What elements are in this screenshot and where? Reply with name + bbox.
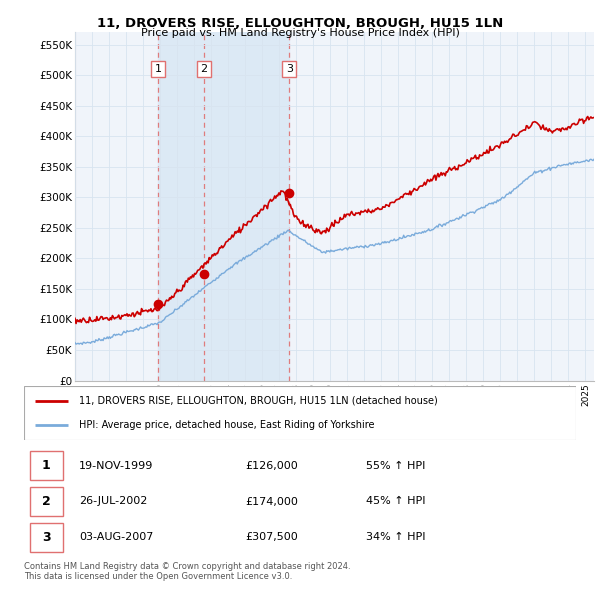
Text: Contains HM Land Registry data © Crown copyright and database right 2024.: Contains HM Land Registry data © Crown c… bbox=[24, 562, 350, 571]
Text: 2: 2 bbox=[200, 64, 207, 74]
Text: £174,000: £174,000 bbox=[245, 497, 298, 506]
Text: 1: 1 bbox=[155, 64, 161, 74]
Text: 3: 3 bbox=[42, 531, 50, 544]
Text: 2: 2 bbox=[42, 495, 50, 508]
FancyBboxPatch shape bbox=[29, 523, 62, 552]
Text: 11, DROVERS RISE, ELLOUGHTON, BROUGH, HU15 1LN (detached house): 11, DROVERS RISE, ELLOUGHTON, BROUGH, HU… bbox=[79, 396, 438, 406]
Text: 03-AUG-2007: 03-AUG-2007 bbox=[79, 532, 154, 542]
Text: £307,500: £307,500 bbox=[245, 532, 298, 542]
Text: 45% ↑ HPI: 45% ↑ HPI bbox=[366, 497, 426, 506]
FancyBboxPatch shape bbox=[29, 451, 62, 480]
Text: HPI: Average price, detached house, East Riding of Yorkshire: HPI: Average price, detached house, East… bbox=[79, 420, 374, 430]
Text: Price paid vs. HM Land Registry's House Price Index (HPI): Price paid vs. HM Land Registry's House … bbox=[140, 28, 460, 38]
Text: 11, DROVERS RISE, ELLOUGHTON, BROUGH, HU15 1LN: 11, DROVERS RISE, ELLOUGHTON, BROUGH, HU… bbox=[97, 17, 503, 30]
Text: 55% ↑ HPI: 55% ↑ HPI bbox=[366, 461, 425, 471]
Text: 19-NOV-1999: 19-NOV-1999 bbox=[79, 461, 154, 471]
FancyBboxPatch shape bbox=[24, 386, 576, 440]
FancyBboxPatch shape bbox=[29, 487, 62, 516]
Text: 3: 3 bbox=[286, 64, 293, 74]
Bar bbox=[203, 32, 289, 381]
Bar bbox=[158, 32, 203, 381]
Text: 34% ↑ HPI: 34% ↑ HPI bbox=[366, 532, 426, 542]
Text: 1: 1 bbox=[42, 459, 50, 472]
Text: This data is licensed under the Open Government Licence v3.0.: This data is licensed under the Open Gov… bbox=[24, 572, 292, 581]
Text: £126,000: £126,000 bbox=[245, 461, 298, 471]
Text: 26-JUL-2002: 26-JUL-2002 bbox=[79, 497, 148, 506]
